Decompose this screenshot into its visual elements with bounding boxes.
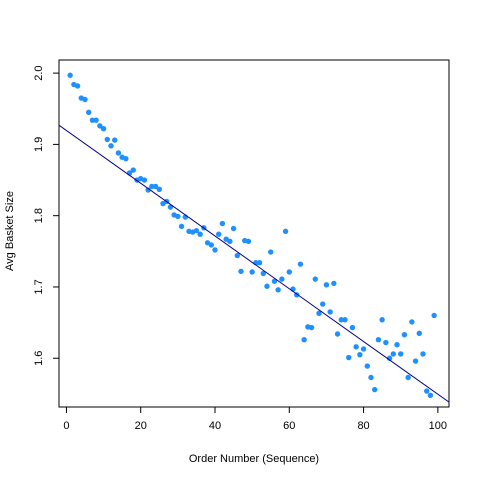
data-point (398, 351, 404, 357)
data-point (271, 278, 278, 284)
data-point (301, 337, 307, 343)
data-point (112, 137, 118, 143)
data-point (216, 231, 222, 237)
data-point (297, 261, 304, 267)
data-point (264, 283, 270, 289)
data-point (334, 331, 341, 337)
data-point (219, 220, 226, 227)
data-point (197, 231, 203, 237)
data-point (82, 96, 88, 103)
data-point (372, 386, 378, 393)
data-point (357, 351, 363, 358)
data-point (74, 83, 81, 89)
data-point (130, 167, 136, 173)
data-point (89, 117, 96, 123)
data-point (175, 213, 181, 220)
points-group (67, 72, 437, 399)
data-point (409, 319, 415, 325)
data-point (360, 346, 367, 352)
y-tick-label: 2.0 (33, 65, 45, 80)
data-point (379, 317, 385, 323)
x-tick-label: 100 (429, 420, 447, 432)
data-point (227, 238, 233, 245)
data-point (100, 126, 107, 132)
data-point (394, 341, 400, 348)
data-point (275, 287, 281, 293)
data-point (312, 276, 318, 282)
y-tick-label: 1.9 (33, 137, 45, 152)
data-point (115, 150, 122, 156)
data-point (420, 351, 426, 357)
data-point (364, 363, 370, 369)
data-point (156, 186, 162, 193)
trend-line (59, 124, 449, 403)
data-point (412, 358, 419, 364)
data-point (260, 270, 266, 277)
y-axis-label: Avg Basket Size (4, 191, 16, 271)
y-tick-label: 1.6 (33, 351, 45, 366)
y-tick-label: 1.8 (33, 208, 45, 223)
data-point (86, 109, 92, 116)
data-point (368, 374, 374, 381)
x-axis-label: Order Number (Sequence) (189, 453, 319, 465)
data-point (268, 249, 274, 255)
data-point (193, 227, 200, 234)
data-point (405, 374, 411, 381)
data-point (67, 72, 73, 78)
data-point (416, 330, 422, 336)
data-point (353, 344, 359, 350)
data-point (108, 143, 114, 149)
data-point (308, 324, 315, 331)
data-point (338, 317, 344, 323)
data-point (245, 238, 252, 245)
data-point (401, 332, 408, 338)
data-point (323, 282, 330, 288)
data-point (256, 260, 263, 266)
data-point (145, 187, 151, 193)
data-point (279, 276, 285, 282)
x-tick-label: 0 (63, 420, 69, 432)
data-point (331, 280, 337, 287)
data-point (424, 388, 430, 394)
data-point (230, 225, 237, 232)
x-tick-label: 80 (357, 420, 369, 432)
data-point (178, 223, 185, 230)
data-point (349, 324, 356, 331)
data-point (149, 183, 155, 190)
y-tick-label: 1.7 (33, 279, 45, 294)
data-point (208, 242, 214, 248)
data-point (141, 177, 148, 183)
plot-frame (58, 59, 450, 408)
x-tick-label: 20 (135, 420, 147, 432)
data-point (316, 310, 322, 317)
data-point (238, 268, 244, 274)
data-point (97, 123, 103, 129)
data-point (327, 309, 333, 315)
data-point (93, 117, 99, 123)
data-point (342, 317, 348, 323)
data-point (383, 339, 389, 346)
plot-layer: 0 20 40 60 80 100 1.6 1.7 1.8 1.9 2.0 (33, 59, 450, 432)
data-point (212, 247, 218, 253)
data-point (390, 351, 396, 357)
data-point (431, 312, 437, 319)
data-point (320, 301, 326, 307)
data-point (346, 354, 352, 361)
data-point (152, 183, 159, 190)
data-point (249, 269, 255, 275)
data-point (427, 392, 434, 399)
x-tick-label: 60 (283, 420, 295, 432)
data-point (375, 337, 382, 343)
data-point (104, 136, 110, 143)
data-point (123, 155, 129, 162)
data-point (234, 252, 240, 259)
data-point (286, 269, 292, 275)
data-point (282, 228, 289, 235)
x-tick-label: 40 (209, 420, 221, 432)
